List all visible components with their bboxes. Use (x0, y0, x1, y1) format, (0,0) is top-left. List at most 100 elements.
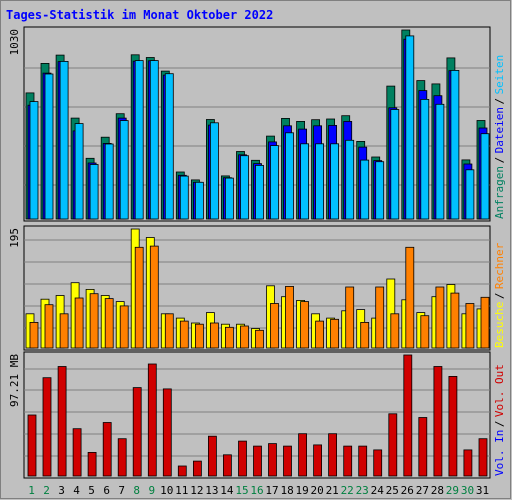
bar-seiten (134, 60, 144, 220)
bar-seiten (405, 35, 415, 220)
bar-rechner (270, 303, 279, 349)
y-max-label: 97.21 MB (8, 354, 21, 407)
x-tick-label: 26 (401, 484, 414, 497)
bar-vol-out (102, 422, 112, 477)
x-tick-label: 11 (175, 484, 188, 497)
bar-rechner (405, 246, 415, 349)
x-tick-label: 7 (118, 484, 125, 497)
bar-vol-out (478, 438, 488, 477)
bar-vol-out (72, 428, 82, 477)
x-tick-label: 27 (416, 484, 429, 497)
bar-rechner (420, 315, 430, 349)
bar-rechner (29, 321, 39, 349)
x-tick-label: 29 (446, 484, 459, 497)
bar-seiten (420, 99, 430, 220)
bar-vol-out (403, 354, 413, 477)
x-tick-label: 22 (341, 484, 354, 497)
bar-vol-out (328, 433, 338, 477)
bar-seiten (450, 70, 460, 220)
bar-vol-out (87, 451, 97, 477)
x-tick-label: 9 (148, 484, 155, 497)
bar-vol-out (162, 388, 172, 477)
bar-seiten (480, 133, 490, 220)
bar-vol-out (207, 435, 217, 477)
bar-rechner (450, 292, 460, 349)
bar-rechner (390, 313, 400, 349)
bar-vol-out (57, 366, 67, 477)
bar-rechner (134, 246, 144, 349)
x-tick-label: 4 (73, 484, 80, 497)
bar-rechner (315, 320, 325, 349)
bar-seiten (465, 169, 475, 220)
bar-rechner (285, 285, 294, 349)
bar-rechner (360, 321, 370, 349)
chart-title: Tages-Statistik im Monat Oktober 2022 (6, 8, 273, 22)
bar-vol-out (253, 445, 262, 477)
bar-rechner (44, 304, 54, 349)
bar-vol-out (448, 375, 458, 477)
bar-seiten (240, 155, 249, 220)
bar-seiten (89, 164, 99, 220)
bar-seiten (390, 109, 400, 220)
bar-seiten (209, 122, 219, 220)
legend-seiten: Seiten (493, 55, 506, 95)
bar-seiten (164, 73, 174, 220)
legend-vol-out: Vol. Out (493, 364, 506, 417)
legend-separator: / (493, 420, 506, 427)
x-tick-label: 5 (88, 484, 95, 497)
bar-rechner (119, 305, 129, 349)
bar-seiten (29, 101, 39, 220)
bar-seiten (44, 73, 54, 220)
x-tick-label: 8 (133, 484, 140, 497)
bar-vol-out (358, 445, 368, 477)
bar-seiten (255, 164, 264, 220)
x-tick-label: 18 (280, 484, 293, 497)
x-tick-label: 6 (103, 484, 110, 497)
bar-vol-out (27, 414, 37, 477)
x-tick-label: 23 (356, 484, 369, 497)
bar-seiten (435, 103, 445, 220)
x-tick-label: 21 (326, 484, 339, 497)
bar-seiten (194, 181, 204, 220)
bar-rechner (179, 320, 189, 349)
bar-rechner (480, 296, 490, 349)
bar-seiten (315, 143, 325, 220)
x-tick-label: 1 (28, 484, 35, 497)
bar-seiten (345, 139, 355, 220)
x-tick-label: 30 (461, 484, 474, 497)
bar-vol-out (463, 449, 473, 477)
bar-vol-out (388, 413, 398, 477)
bar-rechner (194, 323, 204, 349)
x-tick-label: 24 (371, 484, 385, 497)
bar-seiten (375, 161, 385, 220)
x-tick-label: 20 (310, 484, 323, 497)
bar-rechner (330, 318, 340, 349)
x-tick-label: 3 (58, 484, 65, 497)
y-max-label: 1030 (8, 29, 21, 56)
bar-rechner (149, 245, 159, 349)
x-tick-label: 28 (431, 484, 444, 497)
legend-rechner: Rechner (493, 242, 506, 289)
bar-vol-out (147, 363, 157, 477)
x-tick-label: 25 (386, 484, 399, 497)
panel-hits-pages (23, 26, 491, 222)
y-max-label: 195 (8, 228, 21, 248)
bar-seiten (74, 123, 84, 220)
legend-separator: / (493, 292, 506, 299)
x-tick-label: 16 (250, 484, 263, 497)
bar-seiten (300, 143, 310, 220)
bar-vol-out (117, 438, 127, 477)
legend-anfragen: Anfragen (493, 166, 506, 219)
bar-vol-out (418, 417, 428, 477)
bar-rechner (465, 303, 475, 349)
bar-seiten (119, 120, 129, 220)
x-tick-label: 13 (205, 484, 218, 497)
bar-seiten (270, 145, 279, 220)
legend-besuche: Besuche (493, 302, 506, 348)
bar-rechner (104, 298, 114, 349)
bar-vol-out (433, 366, 443, 477)
bar-vol-out (283, 445, 292, 477)
bar-vol-out (238, 440, 247, 477)
bar-seiten (330, 143, 340, 220)
